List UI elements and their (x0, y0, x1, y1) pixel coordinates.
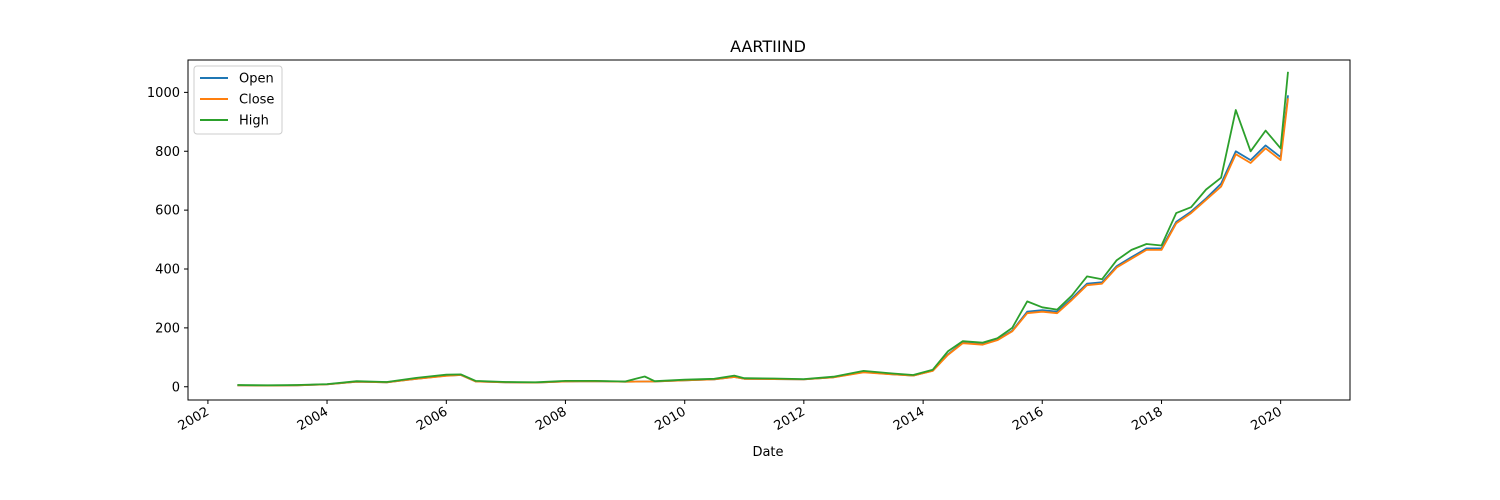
y-tick-label: 0 (172, 380, 180, 395)
y-tick-label: 1000 (147, 86, 180, 101)
x-axis: 2002 2004 2006 2008 2010 2012 2014 2016 2018 2020 (176, 400, 1285, 434)
legend-label-open: Open (239, 72, 274, 87)
x-tick-label: 2020 (1248, 404, 1284, 434)
plot-background (188, 60, 1350, 400)
x-tick-label: 2014 (891, 404, 927, 434)
x-tick-label: 2018 (1129, 404, 1165, 434)
y-tick-label: 400 (155, 263, 180, 278)
legend-label-close: Close (239, 93, 274, 108)
y-tick-label: 600 (155, 204, 180, 219)
plot-area (187, 59, 1351, 401)
x-axis-label: Date (752, 445, 783, 460)
legend-box (193, 65, 283, 135)
x-tick-label: 2004 (295, 404, 331, 434)
y-tick-label: 200 (155, 321, 180, 336)
x-tick-label: 2010 (653, 404, 689, 434)
y-axis: 0 200 400 600 800 1000 (147, 86, 188, 395)
x-tick-label: 2002 (176, 404, 212, 434)
y-tick-label: 800 (155, 145, 180, 160)
x-tick-label: 2008 (533, 404, 569, 434)
x-tick-label: 2006 (414, 404, 450, 434)
legend: Open Close High (193, 65, 283, 135)
plot-frame (187, 59, 1351, 401)
x-tick-label: 2016 (1010, 404, 1046, 434)
chart-title: AARTIIND (730, 37, 806, 56)
series-line-high (237, 71, 1289, 387)
x-tick-label: 2012 (772, 404, 808, 434)
legend-label-high: High (239, 114, 269, 129)
